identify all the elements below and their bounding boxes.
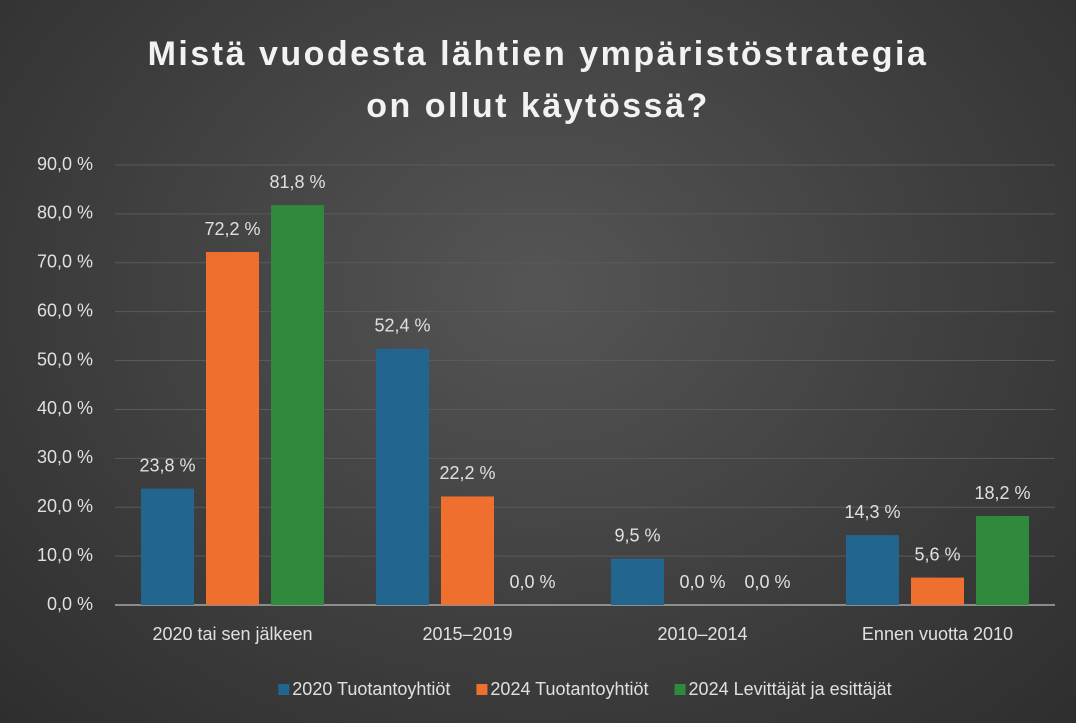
value-label: 0,0 % bbox=[744, 572, 790, 592]
y-tick-label: 90,0 % bbox=[37, 154, 93, 174]
y-tick-label: 30,0 % bbox=[37, 447, 93, 467]
value-label: 22,2 % bbox=[439, 463, 495, 483]
y-tick-label: 20,0 % bbox=[37, 496, 93, 516]
bar bbox=[911, 577, 964, 605]
x-tick-label: 2010–2014 bbox=[657, 624, 747, 644]
bar bbox=[611, 558, 664, 605]
y-tick-label: 80,0 % bbox=[37, 203, 93, 223]
legend-swatch bbox=[674, 684, 686, 695]
legend-label: 2024 Levittäjät ja esittäjät bbox=[689, 679, 892, 699]
y-tick-label: 60,0 % bbox=[37, 300, 93, 320]
value-label: 23,8 % bbox=[139, 455, 195, 475]
value-label: 9,5 % bbox=[614, 525, 660, 545]
chart-title: Mistä vuodesta lähtien ympäristöstrategi… bbox=[147, 35, 929, 125]
legend-label: 2020 Tuotantoyhtiöt bbox=[292, 679, 450, 699]
y-tick-label: 10,0 % bbox=[37, 545, 93, 565]
y-tick-label: 50,0 % bbox=[37, 349, 93, 369]
value-label: 81,8 % bbox=[269, 172, 325, 192]
bar bbox=[441, 496, 494, 605]
bar bbox=[376, 348, 429, 605]
value-label: 18,2 % bbox=[974, 483, 1030, 503]
y-tick-label: 40,0 % bbox=[37, 398, 93, 418]
y-tick-label: 0,0 % bbox=[47, 594, 93, 614]
bar bbox=[141, 488, 194, 605]
x-tick-label: 2015–2019 bbox=[422, 624, 512, 644]
bar bbox=[846, 535, 899, 605]
bar bbox=[271, 205, 324, 606]
legend-label: 2024 Tuotantoyhtiöt bbox=[490, 679, 648, 699]
x-tick-label: 2020 tai sen jälkeen bbox=[152, 624, 312, 644]
bar bbox=[976, 516, 1029, 605]
y-tick-label: 70,0 % bbox=[37, 252, 93, 272]
value-label: 14,3 % bbox=[844, 502, 900, 522]
value-label: 72,2 % bbox=[204, 219, 260, 239]
value-label: 52,4 % bbox=[374, 316, 430, 336]
x-tick-label: Ennen vuotta 2010 bbox=[862, 624, 1013, 644]
legend-swatch bbox=[476, 684, 488, 695]
value-label: 0,0 % bbox=[679, 572, 725, 592]
value-label: 0,0 % bbox=[509, 572, 555, 592]
bar bbox=[206, 252, 259, 605]
value-label: 5,6 % bbox=[914, 544, 960, 564]
legend-swatch bbox=[278, 684, 290, 695]
